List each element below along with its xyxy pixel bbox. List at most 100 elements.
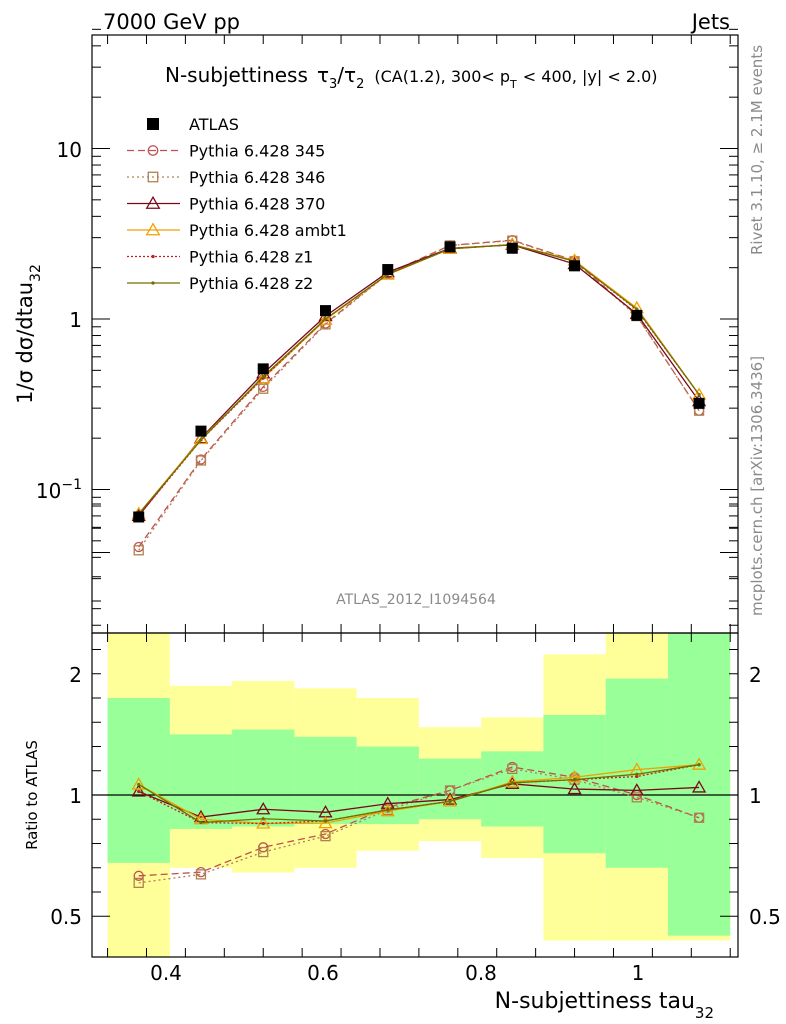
series-1-marker-2 bbox=[258, 383, 269, 394]
top-axis-ticks bbox=[92, 28, 738, 633]
data-point-3 bbox=[319, 305, 331, 317]
title-slash: / bbox=[337, 63, 344, 87]
y-axis-label-ratio-text: Ratio to ATLAS bbox=[23, 740, 41, 850]
ratio-line-0 bbox=[138, 766, 700, 877]
y-tick-label-10: 10 bbox=[57, 138, 82, 162]
series-3-marker-2 bbox=[256, 370, 271, 384]
ratio-3-marker-7 bbox=[567, 769, 582, 783]
ratio-4-marker-8 bbox=[635, 774, 639, 779]
series-line-2 bbox=[138, 244, 700, 517]
ratio-axis-ticks bbox=[92, 503, 738, 957]
ratio-series bbox=[131, 757, 707, 889]
x-tick-label-0.6: 0.6 bbox=[307, 961, 339, 985]
ratio-tick-label-0.5-right: 0.5 bbox=[749, 905, 781, 929]
series-1-marker-1 bbox=[195, 455, 207, 466]
header-right: Jets bbox=[690, 10, 730, 34]
side-label-mcplots-text: mcplots.cern.ch [arXiv:1306.3436] bbox=[748, 356, 766, 616]
x-tick-label-0.8: 0.8 bbox=[465, 961, 497, 985]
data-point-5 bbox=[444, 241, 456, 253]
ratio-tick-label-1-right: 1 bbox=[749, 784, 762, 808]
ratio-2-marker-8 bbox=[629, 783, 644, 796]
data-point-7 bbox=[569, 260, 581, 272]
ratio-5-marker-3 bbox=[323, 819, 328, 823]
svg-text:1/σ dσ/dtau32: 1/σ dσ/dtau32 bbox=[13, 264, 44, 404]
title-main: N-subjettiness bbox=[165, 63, 308, 87]
ratio-3-marker-0 bbox=[131, 777, 146, 790]
x-axis-label-text: N-subjettiness tau bbox=[495, 989, 695, 1014]
ratio-3-marker-9 bbox=[691, 757, 707, 770]
data-point-4 bbox=[382, 264, 394, 276]
ratio-2-marker-0 bbox=[131, 784, 146, 797]
side-label-rivet-text: Rivet 3.1.10, ≥ 2.1M events bbox=[748, 45, 766, 255]
legend-label-1: Pythia 6.428 345 bbox=[189, 142, 325, 161]
ratio-line-1 bbox=[138, 768, 700, 884]
ratio-2-marker-4 bbox=[380, 796, 395, 809]
ratio-5-marker-5 bbox=[448, 799, 452, 804]
title-cuts-b: < 400, |y| < 2.0) bbox=[523, 67, 658, 86]
y-tick-label-0.1-exp: −1 bbox=[61, 477, 82, 493]
header-left: 7000 GeV pp bbox=[103, 10, 240, 34]
legend-label-2: Pythia 6.428 346 bbox=[189, 168, 325, 187]
ratio-5-marker-6 bbox=[510, 781, 514, 785]
x-axis-label-sub: 32 bbox=[695, 1004, 714, 1022]
ratio-5-marker-9 bbox=[697, 763, 701, 767]
ratio-5-marker-0 bbox=[137, 782, 141, 787]
ratio-line-2 bbox=[138, 783, 700, 818]
y-tick-label-0.1: 10−1 bbox=[36, 477, 82, 503]
data-point-8 bbox=[631, 309, 643, 321]
legend-marker-4 bbox=[145, 222, 161, 236]
ratio-3-marker-2 bbox=[256, 816, 271, 829]
y-tick-label-1: 1 bbox=[69, 308, 82, 332]
ratio-1-marker-0 bbox=[133, 877, 144, 889]
series-5-marker-9 bbox=[697, 393, 701, 397]
series-3-marker-3 bbox=[318, 312, 333, 325]
ratio-2-marker-5 bbox=[442, 792, 458, 805]
ratio-1-marker-8 bbox=[631, 792, 642, 803]
ratio-band-green-5 bbox=[418, 758, 482, 820]
data-point-9 bbox=[693, 397, 705, 409]
legend-marker-5 bbox=[151, 254, 155, 259]
ratio-5-marker-4 bbox=[386, 808, 390, 812]
ratio-band-green-9 bbox=[667, 633, 731, 936]
legend-marker-1 bbox=[147, 145, 159, 156]
data-point-0 bbox=[133, 511, 145, 523]
title-cuts-sub: T bbox=[509, 78, 517, 91]
legend-label-0: ATLAS bbox=[189, 115, 239, 134]
plot-title: N-subjettiness τ3/τ2 (CA(1.2), 300< pT < … bbox=[165, 63, 658, 93]
legend-marker-data bbox=[147, 118, 159, 130]
series-5-marker-2 bbox=[261, 374, 265, 379]
series-1-marker-0 bbox=[133, 545, 144, 556]
ratio-1-marker-3 bbox=[320, 830, 331, 842]
ratio-3-marker-6 bbox=[505, 774, 520, 788]
side-label-mcplots: mcplots.cern.ch [arXiv:1306.3436] bbox=[748, 356, 766, 616]
ratio-tick-label-0.5-left: 0.5 bbox=[50, 905, 82, 929]
ratio-4-marker-2 bbox=[261, 821, 265, 826]
title-tau2-sub: 2 bbox=[356, 77, 364, 92]
title-cuts-a: (CA(1.2), 300< p bbox=[374, 67, 510, 86]
legend-marker-3 bbox=[145, 195, 161, 209]
ratio-2-marker-2 bbox=[256, 801, 271, 815]
data-point-1 bbox=[195, 425, 207, 437]
data-point-2 bbox=[257, 363, 269, 375]
side-label-rivet: Rivet 3.1.10, ≥ 2.1M events bbox=[748, 45, 766, 255]
y-axis-label-top-text: 1/σ dσ/dtau bbox=[13, 282, 37, 404]
legend-label-5: Pythia 6.428 z1 bbox=[189, 248, 313, 267]
ratio-1-marker-9 bbox=[693, 812, 705, 823]
series-5-marker-1 bbox=[199, 438, 203, 442]
y-axis-label-ratio: Ratio to ATLAS bbox=[23, 740, 41, 850]
ratio-line-5 bbox=[138, 764, 700, 824]
x-tick-label-0.4: 0.4 bbox=[150, 961, 182, 985]
data-point-6 bbox=[506, 242, 518, 254]
ratio-5-marker-8 bbox=[635, 772, 639, 776]
top-series bbox=[131, 235, 707, 556]
series-3-marker-1 bbox=[193, 431, 209, 445]
ratio-1-marker-6 bbox=[507, 763, 518, 775]
ratio-1-marker-2 bbox=[258, 846, 269, 858]
analysis-watermark: ATLAS_2012_I1094564 bbox=[336, 592, 496, 608]
ratio-band-green-0 bbox=[107, 698, 170, 863]
ratio-tick-label-2-left: 2 bbox=[69, 663, 82, 687]
legend-label-4: Pythia 6.428 ambt1 bbox=[189, 221, 347, 240]
ratio-5-marker-2 bbox=[261, 817, 265, 821]
ratio-tick-label-1-left: 1 bbox=[69, 784, 82, 808]
ratio-1-marker-1 bbox=[195, 869, 207, 880]
